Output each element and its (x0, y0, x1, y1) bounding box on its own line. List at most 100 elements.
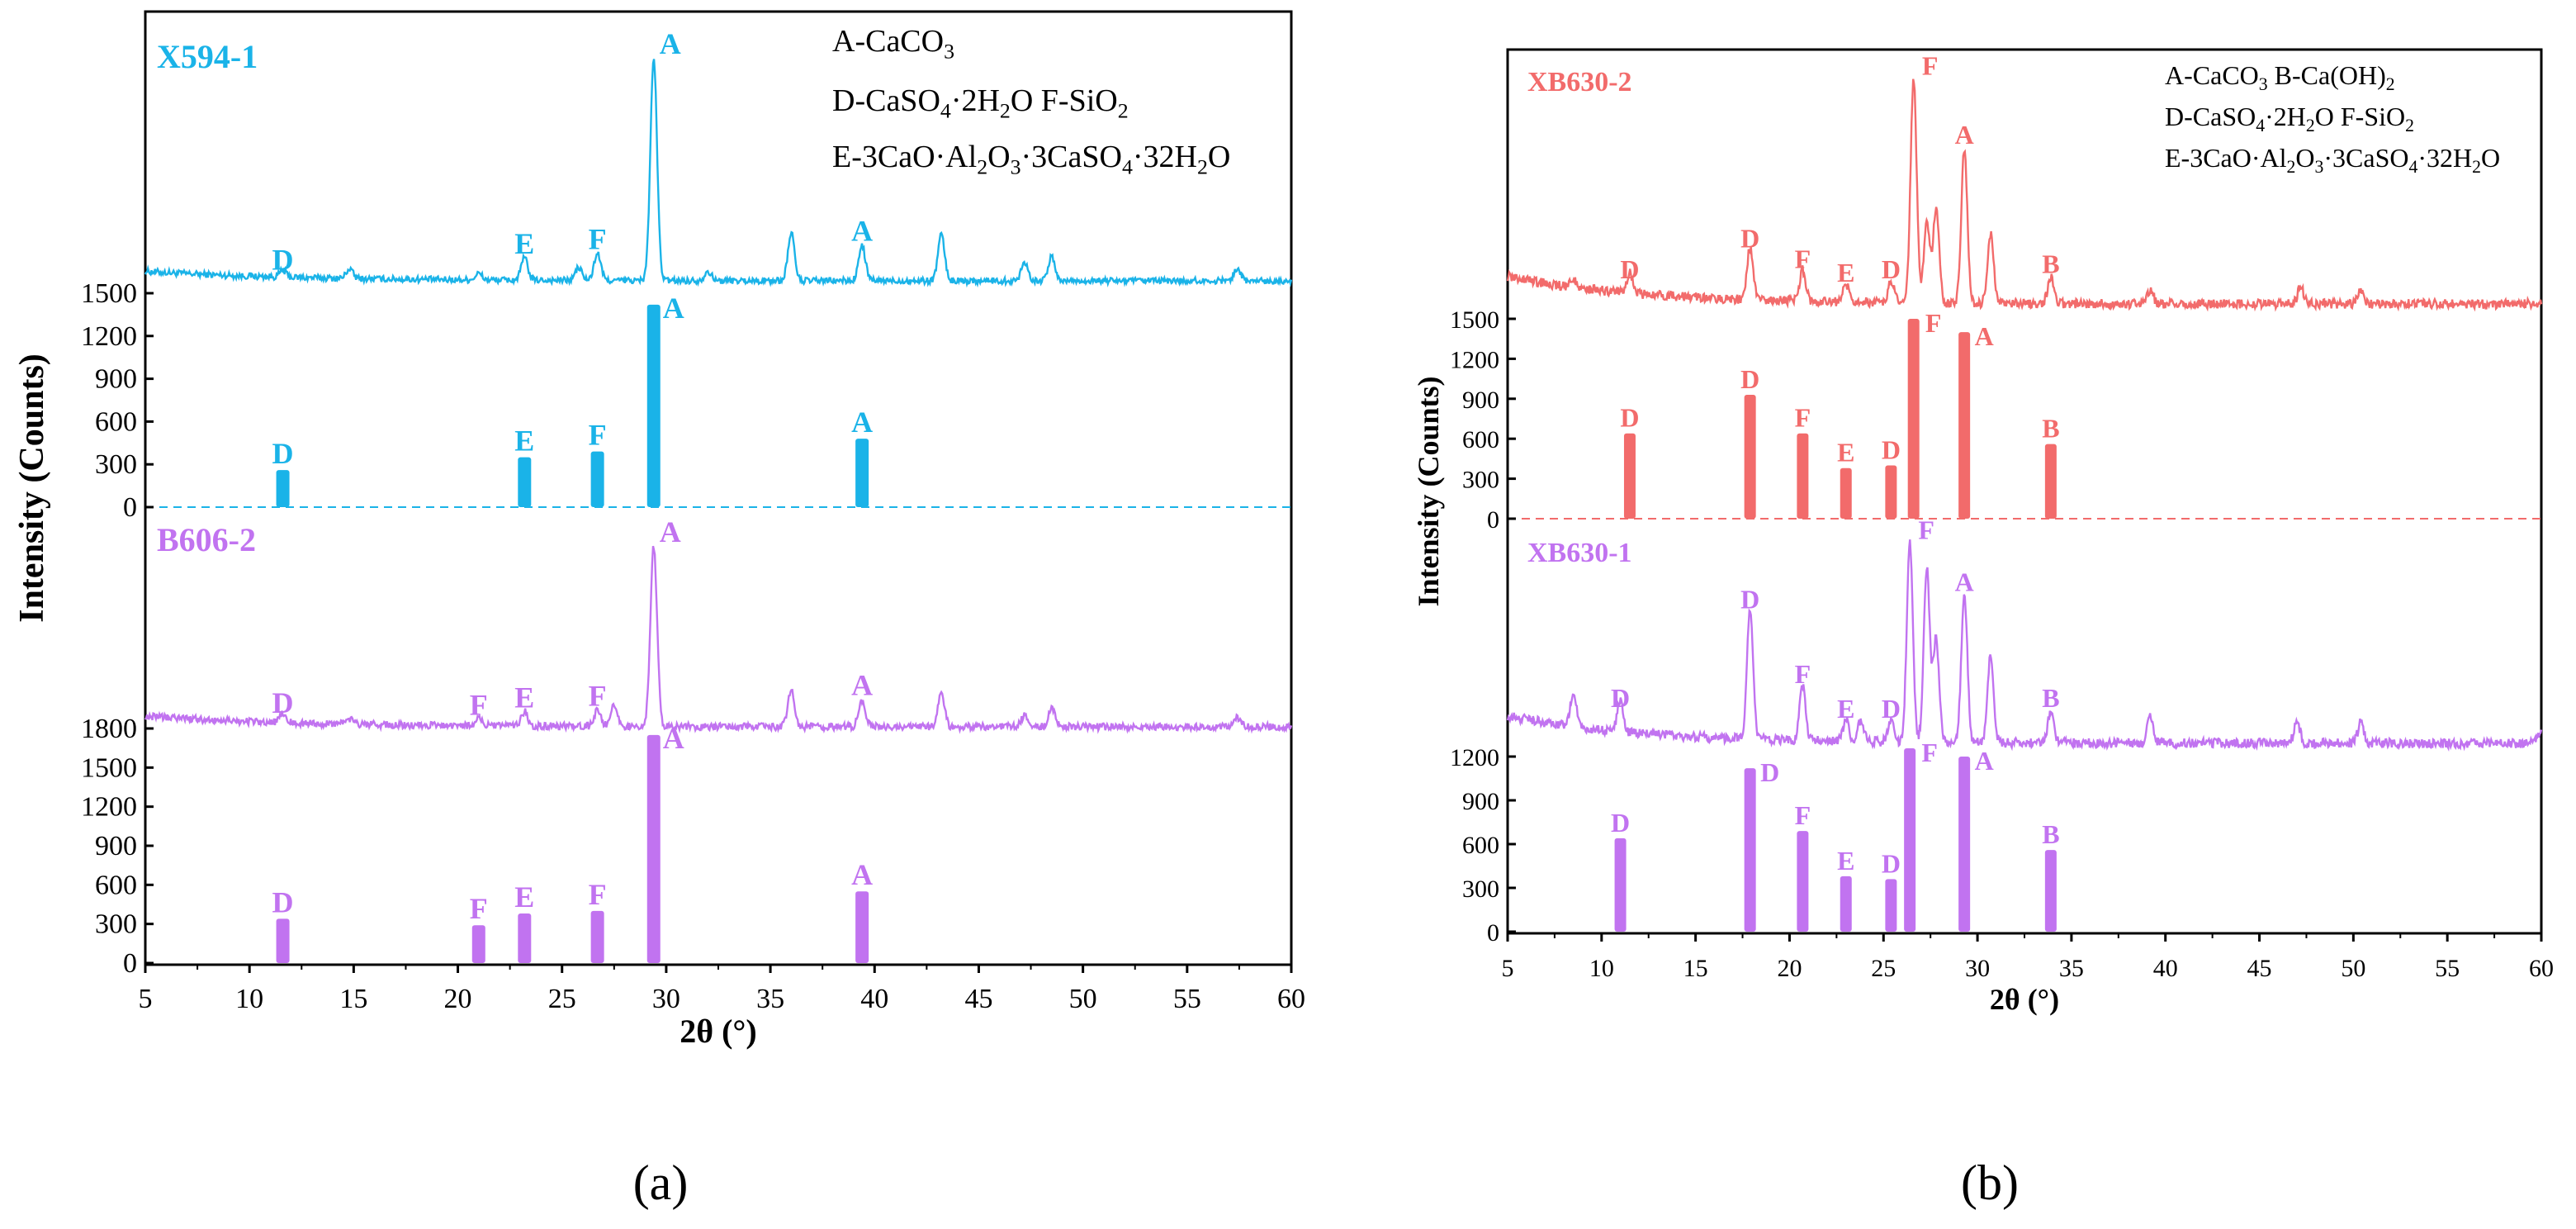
x-axis-title: 2θ (°) (680, 1013, 757, 1050)
reference-stick-label: F (1795, 800, 1811, 830)
y-tick-label: 1500 (81, 278, 137, 309)
pattern-peak-label: F (470, 688, 488, 721)
reference-stick (2044, 444, 2057, 519)
reference-stick (518, 913, 532, 963)
y-tick-label: 1200 (1450, 346, 1499, 373)
y-tick-label: 900 (95, 831, 137, 861)
pattern-peak-label: F (1795, 244, 1811, 273)
y-tick-label: 300 (1462, 467, 1499, 494)
x-tick-label: 5 (1502, 955, 1514, 982)
reference-stick-label: A (1975, 746, 1994, 776)
reference-stick-label: A (851, 406, 873, 439)
reference-stick (1904, 748, 1916, 932)
x-tick-label: 60 (2529, 955, 2554, 982)
y-tick-label: 1500 (81, 752, 137, 783)
reference-stick (1744, 768, 1756, 932)
reference-stick (518, 457, 532, 507)
reference-stick-label: D (272, 885, 294, 918)
reference-stick-label: A (663, 292, 684, 325)
pattern-peak-label: B (2042, 249, 2059, 279)
pattern-peak-label: A (1955, 120, 1974, 149)
legend-entry: A-CaCO3 B-Ca(OH)2 (2165, 60, 2395, 94)
reference-stick-label: B (2042, 414, 2059, 444)
pattern-peak-label: D (1611, 683, 1630, 713)
reference-stick (1885, 465, 1897, 519)
pattern-peak-label: B (2042, 683, 2059, 713)
reference-stick-label: E (514, 425, 534, 458)
x-tick-label: 40 (860, 984, 888, 1014)
pattern-peak-label: A (660, 27, 681, 60)
panel-b-chart: 5 10 15 20 25 30 35 40 45 50 55 60 2θ (°) Intensity (… (1412, 48, 2554, 1016)
panel-a-chart: 5 10 15 20 25 30 35 40 45 50 55 60 2θ (°) Intensity (… (13, 10, 1305, 1050)
reference-stick (646, 734, 661, 963)
reference-stick (646, 304, 661, 507)
reference-stick-label: F (1925, 308, 1942, 338)
x-tick-label: 30 (1965, 955, 1990, 982)
reference-stick (1885, 879, 1897, 932)
reference-stick-label: F (589, 419, 607, 452)
pattern-peak-label: D (1882, 254, 1901, 284)
reference-stick-label: D (272, 437, 294, 470)
reference-stick-label: F (589, 878, 607, 911)
series-name-label: B606-2 (157, 521, 256, 558)
y-tick-label: 600 (95, 870, 137, 900)
x-tick-label: 35 (2059, 955, 2084, 982)
y-tick-label: 1800 (81, 714, 137, 744)
reference-stick (1744, 394, 1756, 519)
pattern-peak-label: E (1837, 694, 1854, 724)
x-tick-label: 55 (1173, 984, 1201, 1014)
x-tick-label: 15 (1683, 955, 1708, 982)
y-tick-label: 300 (95, 909, 137, 940)
y-tick-label: 600 (1462, 426, 1499, 453)
series-name-label: XB630-1 (1527, 538, 1632, 568)
pattern-peak-label: E (514, 227, 534, 260)
reference-stick-label: D (1882, 434, 1901, 464)
pattern-peak-label: F (589, 679, 607, 712)
reference-stick (855, 891, 869, 963)
y-tick-label: 900 (1462, 387, 1499, 414)
y-tick-label: 1200 (81, 792, 137, 823)
reference-stick (1958, 332, 1971, 519)
reference-stick-label: B (2042, 819, 2059, 849)
reference-stick (590, 910, 604, 963)
y-axis-title: Intensity (Counts) (13, 354, 51, 623)
reference-stick-label: D (1882, 848, 1901, 878)
legend-entry: E-3CaO·Al2O3·3CaSO4·32H2O (2165, 143, 2500, 177)
reference-stick (471, 925, 485, 963)
reference-stick-label: D (1620, 403, 1639, 433)
y-axis-title: Intensity (Counts) (1412, 376, 1445, 606)
pattern-trace-X594-1 (144, 59, 1293, 288)
reference-stick-label: A (663, 722, 684, 755)
reference-stick (1907, 319, 1920, 519)
reference-stick (1797, 433, 1809, 519)
y-tick-label: 300 (95, 449, 137, 480)
x-tick-label: 15 (339, 984, 367, 1014)
pattern-trace-XB630-2 (1506, 78, 2543, 312)
reference-stick (2044, 850, 2057, 932)
pattern-peak-label: D (1740, 223, 1759, 253)
legend-entry: D-CaSO4·2H2O F-SiO2 (2165, 102, 2414, 135)
reference-stick (590, 451, 604, 507)
reference-stick (276, 918, 290, 963)
x-tick-label: 20 (1777, 955, 1802, 982)
reference-stick (1840, 467, 1852, 519)
y-tick-label: 0 (1487, 506, 1499, 534)
pattern-trace-XB630-1 (1506, 539, 2543, 752)
pattern-peak-label: A (851, 215, 873, 248)
pattern-peak-label: A (1955, 567, 1974, 597)
y-tick-label: 0 (1487, 919, 1499, 947)
reference-stick-label: D (1740, 364, 1759, 394)
reference-stick-label: D (1760, 757, 1779, 787)
x-tick-label: 35 (756, 984, 784, 1014)
y-tick-label: 1200 (81, 321, 137, 352)
x-tick-label: 55 (2435, 955, 2460, 982)
x-axis-title: 2θ (°) (1990, 983, 2059, 1016)
x-tick-label: 60 (1277, 984, 1305, 1014)
reference-stick-label: F (1921, 738, 1938, 767)
legend-entry: A-CaCO3 (832, 24, 954, 63)
reference-stick-label: E (1837, 846, 1854, 875)
reference-stick-label: A (851, 858, 873, 891)
pattern-peak-label: F (589, 222, 607, 255)
y-tick-label: 1200 (1450, 744, 1499, 771)
